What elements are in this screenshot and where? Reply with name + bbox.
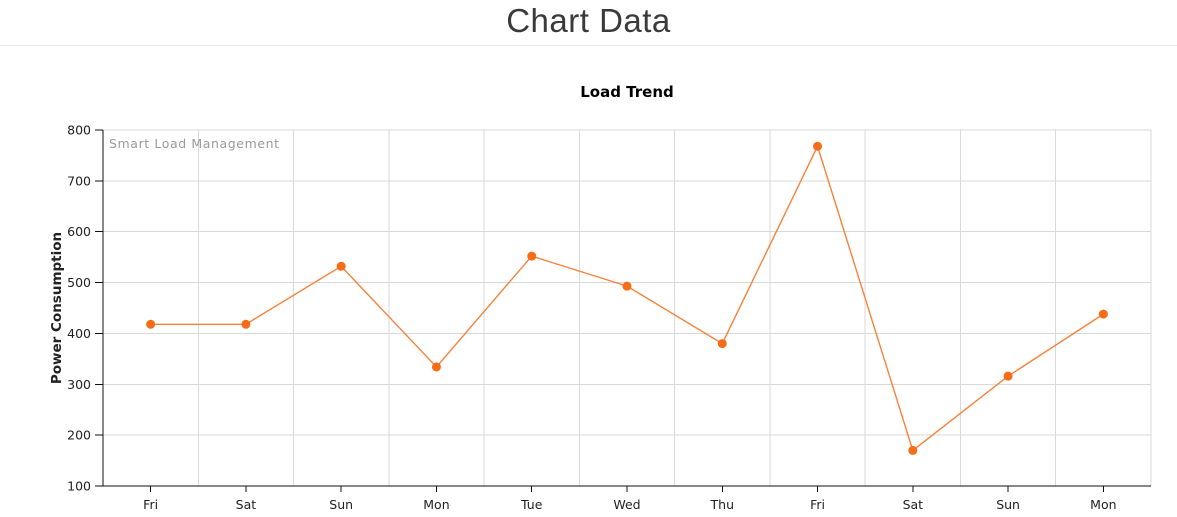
- x-tick-label: Sat: [236, 497, 257, 512]
- x-tick-label: Mon: [423, 497, 449, 512]
- y-tick-label: 800: [67, 123, 91, 138]
- data-point[interactable]: [146, 319, 156, 329]
- y-tick-label: 500: [67, 275, 91, 290]
- data-point[interactable]: [527, 251, 537, 261]
- y-tick-label: 100: [67, 479, 91, 494]
- data-point[interactable]: [717, 339, 727, 349]
- data-point[interactable]: [241, 319, 251, 329]
- x-tick-label: Tue: [520, 497, 543, 512]
- x-tick-label: Fri: [810, 497, 825, 512]
- x-tick-label: Sun: [329, 497, 353, 512]
- data-point[interactable]: [622, 281, 632, 291]
- y-tick-label: 700: [67, 173, 91, 188]
- data-point[interactable]: [813, 141, 823, 151]
- page-title: Chart Data: [506, 2, 671, 39]
- y-tick-label: 200: [67, 428, 91, 443]
- chart-watermark: Smart Load Management: [109, 136, 280, 151]
- x-tick-label: Mon: [1090, 497, 1116, 512]
- data-point[interactable]: [431, 362, 441, 372]
- x-tick-label: Sat: [903, 497, 924, 512]
- y-tick-label: 600: [67, 224, 91, 239]
- chart-title: Load Trend: [580, 83, 674, 101]
- data-point[interactable]: [908, 445, 918, 455]
- y-tick-label: 300: [67, 377, 91, 392]
- x-tick-label: Wed: [613, 497, 640, 512]
- x-tick-label: Thu: [710, 497, 734, 512]
- data-point[interactable]: [1003, 371, 1013, 381]
- y-axis-title: Power Consumption: [49, 231, 65, 385]
- x-tick-label: Sun: [996, 497, 1020, 512]
- data-point[interactable]: [1098, 309, 1108, 319]
- header-divider: [0, 45, 1177, 46]
- y-tick-label: 400: [67, 326, 91, 341]
- x-tick-label: Fri: [143, 497, 158, 512]
- data-point[interactable]: [336, 261, 346, 271]
